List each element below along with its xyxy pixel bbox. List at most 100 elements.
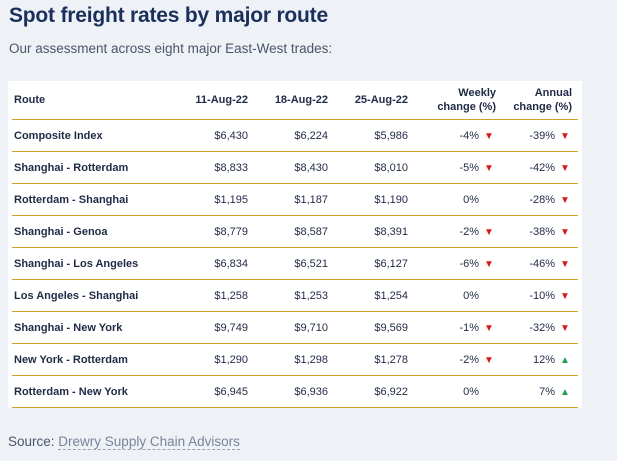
no-change-spacer: ▼ [482,291,496,302]
weekly-change-value: 0% [463,289,479,302]
column-header-weekly-line2: change (%) [437,101,496,113]
annual-change-value: -39% [529,129,555,142]
annual-change-value: -38% [529,225,555,238]
table-row: Los Angeles - Shanghai $1,258 $1,253 $1,254… [12,279,578,312]
route-cell: Shanghai - Genoa [12,215,180,248]
date-2-cell: $6,936 [248,375,328,408]
triangle-down-icon: ▼ [560,130,570,142]
column-header-annual-line2: change (%) [513,101,572,113]
annual-change-value: -28% [529,193,555,206]
column-header-weekly-change: Weekly change (%) [408,81,502,120]
page-subtitle: Our assessment across eight major East-W… [9,41,333,56]
annual-change-cell: -46% ▼ [502,247,578,280]
weekly-change-value: -5% [459,161,479,174]
triangle-down-icon: ▼ [560,162,570,174]
weekly-change-value: -1% [459,321,479,334]
annual-change-value: 12% [532,353,555,366]
date-1-cell: $1,258 [180,279,248,312]
triangle-down-icon: ▼ [484,162,494,174]
column-header-annual-change: Annual change (%) [502,81,578,120]
date-1-cell: $6,834 [180,247,248,280]
triangle-up-icon: ▲ [560,386,570,398]
triangle-down-icon: ▼ [484,258,494,270]
weekly-change-value: 0% [463,193,479,206]
triangle-down-icon: ▼ [560,290,570,302]
no-change-spacer: ▼ [482,195,496,206]
route-cell: Shanghai - New York [12,311,180,344]
freight-rates-table-card: Route 11-Aug-22 18-Aug-22 25-Aug-22 Week… [8,81,582,408]
source-label: Source: [8,434,55,449]
route-cell: Los Angeles - Shanghai [12,279,180,312]
source-note: Source: Drewry Supply Chain Advisors [8,434,240,450]
table-row: Rotterdam - Shanghai $1,195 $1,187 $1,190 0%… [12,183,578,216]
triangle-down-icon: ▼ [484,322,494,334]
annual-change-cell: -39% ▼ [502,119,578,152]
date-2-cell: $6,224 [248,119,328,152]
triangle-down-icon: ▼ [484,354,494,366]
triangle-down-icon: ▼ [560,322,570,334]
table-row: Shanghai - Genoa $8,779 $8,587 $8,391 -2% ▼ -3… [12,215,578,248]
annual-change-cell: -28% ▼ [502,183,578,216]
weekly-change-value: -4% [459,129,479,142]
annual-change-value: 7% [539,385,555,398]
date-2-cell: $1,298 [248,343,328,376]
date-2-cell: $1,253 [248,279,328,312]
triangle-down-icon: ▼ [484,226,494,238]
annual-change-cell: -42% ▼ [502,151,578,184]
date-3-cell: $9,569 [328,311,408,344]
weekly-change-value: 0% [463,385,479,398]
table-row: Composite Index $6,430 $6,224 $5,986 -4% ▼ -39… [12,119,578,152]
triangle-up-icon: ▲ [560,354,570,366]
annual-change-cell: -38% ▼ [502,215,578,248]
date-3-cell: $6,127 [328,247,408,280]
column-header-date-2: 18-Aug-22 [248,81,328,120]
table-header-row: Route 11-Aug-22 18-Aug-22 25-Aug-22 Week… [12,81,578,120]
date-3-cell: $8,010 [328,151,408,184]
triangle-down-icon: ▼ [484,130,494,142]
date-3-cell: $1,254 [328,279,408,312]
weekly-change-cell: -5% ▼ [408,151,502,184]
column-header-weekly-line1: Weekly [458,87,496,99]
date-1-cell: $6,430 [180,119,248,152]
table-row: Shanghai - Rotterdam $8,833 $8,430 $8,010 -5… [12,151,578,184]
annual-change-value: -10% [529,289,555,302]
date-2-cell: $1,187 [248,183,328,216]
column-header-date-3: 25-Aug-22 [328,81,408,120]
annual-change-cell: -10% ▼ [502,279,578,312]
date-1-cell: $1,195 [180,183,248,216]
weekly-change-cell: -2% ▼ [408,343,502,376]
weekly-change-cell: 0%▼ [408,375,502,408]
page-title: Spot freight rates by major route [9,4,328,27]
weekly-change-value: -2% [459,225,479,238]
freight-rates-table: Route 11-Aug-22 18-Aug-22 25-Aug-22 Week… [12,81,578,408]
date-1-cell: $6,945 [180,375,248,408]
annual-change-value: -32% [529,321,555,334]
annual-change-value: -42% [529,161,555,174]
no-change-spacer: ▼ [482,387,496,398]
annual-change-cell: 7% ▲ [502,375,578,408]
date-1-cell: $9,749 [180,311,248,344]
route-cell: Rotterdam - New York [12,375,180,408]
route-cell: Shanghai - Los Angeles [12,247,180,280]
date-3-cell: $1,190 [328,183,408,216]
date-1-cell: $1,290 [180,343,248,376]
date-3-cell: $5,986 [328,119,408,152]
route-cell: Composite Index [12,119,180,152]
annual-change-value: -46% [529,257,555,270]
date-3-cell: $6,922 [328,375,408,408]
table-body: Composite Index $6,430 $6,224 $5,986 -4% ▼ -39… [12,119,578,408]
date-3-cell: $1,278 [328,343,408,376]
date-3-cell: $8,391 [328,215,408,248]
triangle-down-icon: ▼ [560,258,570,270]
date-1-cell: $8,833 [180,151,248,184]
weekly-change-value: -6% [459,257,479,270]
weekly-change-cell: -4% ▼ [408,119,502,152]
date-1-cell: $8,779 [180,215,248,248]
annual-change-cell: 12% ▲ [502,343,578,376]
route-cell: Rotterdam - Shanghai [12,183,180,216]
source-link[interactable]: Drewry Supply Chain Advisors [58,434,240,450]
column-header-route: Route [12,81,180,120]
column-header-date-1: 11-Aug-22 [180,81,248,120]
table-row: Rotterdam - New York $6,945 $6,936 $6,922 0%… [12,375,578,408]
table-row: Shanghai - Los Angeles $6,834 $6,521 $6,127… [12,247,578,280]
